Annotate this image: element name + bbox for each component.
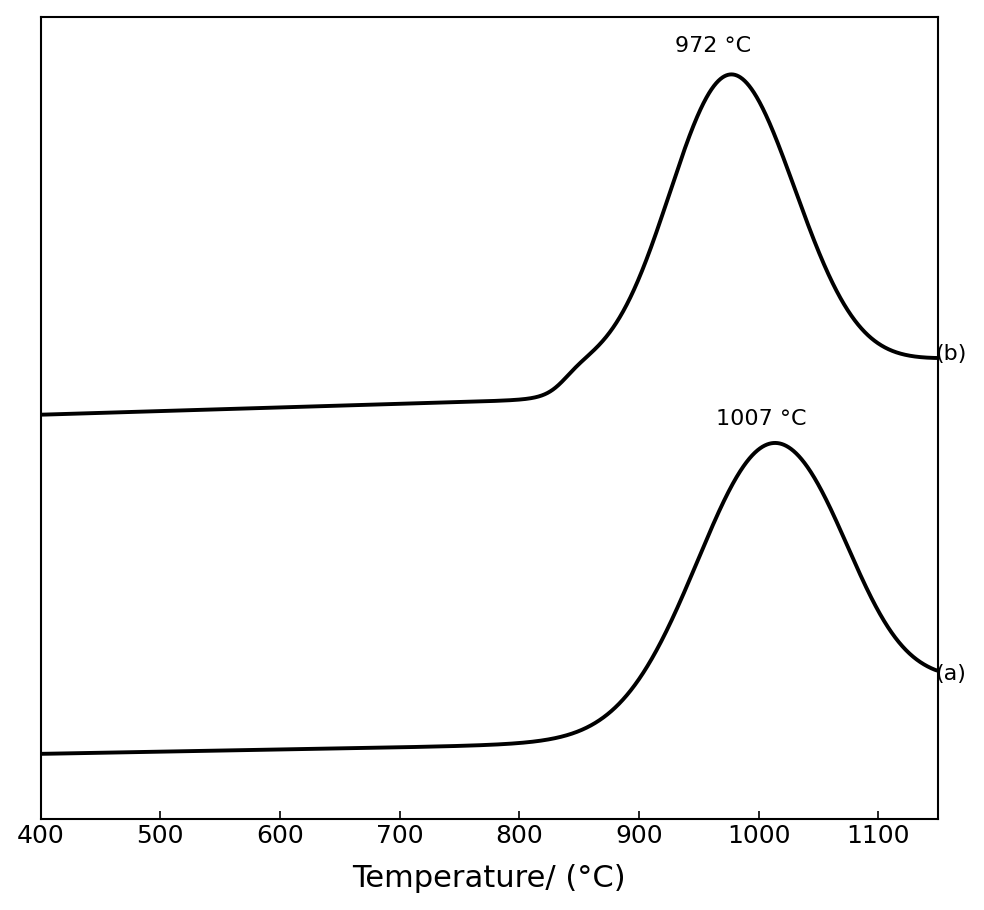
Text: 972 °C: 972 °C [675,36,752,56]
Text: 1007 °C: 1007 °C [715,409,806,429]
X-axis label: Temperature/ (°C): Temperature/ (°C) [352,864,626,894]
Text: (b): (b) [936,344,967,364]
Text: (a): (a) [936,664,966,684]
